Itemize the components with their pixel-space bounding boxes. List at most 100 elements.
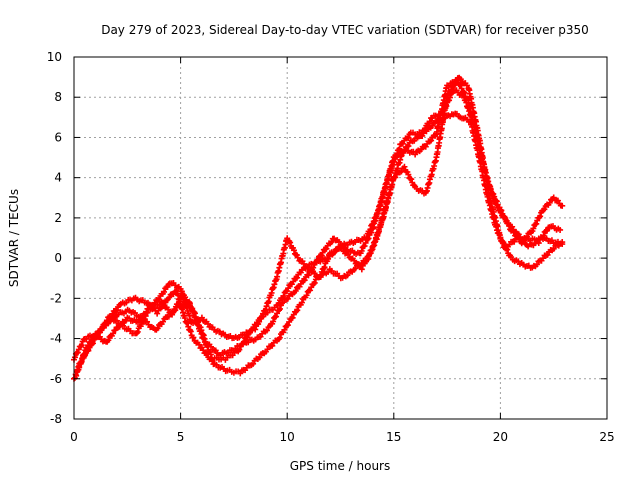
data-point xyxy=(418,130,425,137)
data-point xyxy=(181,314,188,321)
y-tick-labels: -8 -6 -4 -2 0 2 4 6 8 10 xyxy=(47,50,62,426)
data-point xyxy=(358,247,365,254)
y-tick-label: -8 xyxy=(50,412,62,426)
data-point xyxy=(77,343,84,350)
data-point xyxy=(422,126,429,133)
data-point xyxy=(207,351,214,358)
data-point xyxy=(405,134,412,141)
data-point xyxy=(530,225,537,232)
data-point xyxy=(533,220,540,227)
data-point xyxy=(497,208,504,215)
data-point xyxy=(366,250,373,257)
x-tick-label: 5 xyxy=(177,430,185,444)
x-tick-label: 25 xyxy=(599,430,614,444)
data-point xyxy=(335,238,342,245)
data-point xyxy=(307,287,314,294)
data-point xyxy=(287,239,294,246)
data-point xyxy=(540,232,547,239)
data-point xyxy=(503,245,510,252)
data-point xyxy=(294,274,301,281)
x-tick-label: 10 xyxy=(280,430,295,444)
series-track-c xyxy=(73,77,566,379)
data-point xyxy=(515,231,522,238)
data-point xyxy=(311,279,318,286)
data-point xyxy=(190,334,197,341)
data-point xyxy=(535,240,542,247)
data-points xyxy=(71,74,566,382)
y-tick-label: -4 xyxy=(50,332,62,346)
data-point xyxy=(269,342,276,349)
data-point xyxy=(457,76,464,83)
data-point xyxy=(541,206,548,213)
data-point xyxy=(154,310,161,317)
data-point xyxy=(86,343,93,350)
data-point xyxy=(184,320,191,327)
data-point xyxy=(142,313,149,320)
data-point xyxy=(185,323,192,330)
data-point xyxy=(317,272,324,279)
data-point xyxy=(74,349,81,356)
x-axis-label: GPS time / hours xyxy=(290,459,391,473)
data-point xyxy=(187,328,194,335)
y-tick-label: 10 xyxy=(47,50,62,64)
data-point xyxy=(270,318,277,325)
x-tick-label: 0 xyxy=(70,430,78,444)
data-point xyxy=(458,85,465,92)
data-point xyxy=(198,314,205,321)
data-point xyxy=(323,245,330,252)
data-point xyxy=(256,354,263,361)
data-point xyxy=(559,202,566,209)
data-point xyxy=(122,317,129,324)
y-tick-label: 6 xyxy=(54,130,62,144)
data-point xyxy=(544,251,551,258)
data-point xyxy=(344,272,351,279)
data-point xyxy=(201,335,208,342)
chart-title: Day 279 of 2023, Sidereal Day-to-day VTE… xyxy=(101,23,589,37)
data-point xyxy=(172,307,179,314)
y-tick-label: -6 xyxy=(50,372,62,386)
data-point xyxy=(321,264,328,271)
data-point xyxy=(544,227,551,234)
data-point xyxy=(254,320,261,327)
data-point xyxy=(275,300,282,307)
data-point xyxy=(428,137,435,144)
data-point xyxy=(363,234,370,241)
x-tick-label: 20 xyxy=(493,430,508,444)
data-point xyxy=(285,285,292,292)
data-point xyxy=(134,328,141,335)
data-point xyxy=(77,360,84,367)
data-point xyxy=(240,338,247,345)
data-point xyxy=(363,235,370,242)
data-point xyxy=(112,327,119,334)
data-point xyxy=(446,94,453,101)
data-point xyxy=(165,306,172,313)
data-point xyxy=(88,340,95,347)
data-point xyxy=(533,261,540,268)
data-point xyxy=(411,182,418,189)
data-point xyxy=(284,322,291,329)
data-point xyxy=(358,266,365,273)
data-point xyxy=(408,176,415,183)
data-point xyxy=(166,294,173,301)
data-point xyxy=(372,214,379,221)
data-point xyxy=(301,277,308,284)
data-point xyxy=(281,326,288,333)
data-point xyxy=(212,347,219,354)
data-point xyxy=(292,287,299,294)
y-tick-label: 8 xyxy=(54,90,62,104)
data-point xyxy=(93,333,100,340)
y-tick-label: 2 xyxy=(54,211,62,225)
data-point xyxy=(405,171,412,178)
data-point xyxy=(204,343,211,350)
data-point xyxy=(420,127,427,134)
y-tick-label: -2 xyxy=(50,291,62,305)
data-point xyxy=(331,249,338,256)
data-point xyxy=(161,288,168,295)
data-point xyxy=(75,346,82,353)
data-point xyxy=(294,307,301,314)
data-point xyxy=(500,239,507,246)
data-point xyxy=(367,226,374,233)
data-point xyxy=(276,334,283,341)
y-tick-label: 4 xyxy=(54,171,62,185)
data-point xyxy=(244,334,251,341)
